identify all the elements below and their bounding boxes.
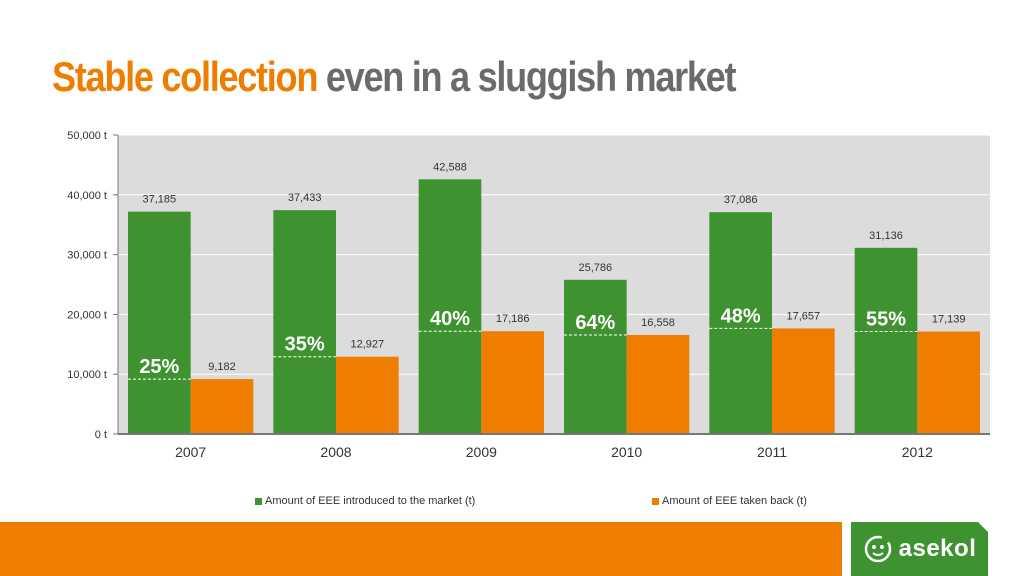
legend-swatch-taken-back	[652, 497, 659, 505]
data-label-taken-back: 17,186	[496, 313, 530, 325]
y-tick-label: 30,000 t	[67, 250, 107, 262]
legend-label-taken-back: Amount of EEE taken back (t)	[662, 495, 807, 507]
data-label-introduced: 25,786	[579, 262, 613, 274]
legend-label-introduced: Amount of EEE introduced to the market (…	[265, 495, 476, 507]
data-label-taken-back: 17,139	[932, 314, 966, 326]
bar-taken-back	[190, 379, 254, 434]
collection-rate-label: 64%	[575, 312, 615, 334]
collection-rate-label: 25%	[139, 356, 179, 378]
bar-taken-back	[626, 334, 690, 434]
bar-introduced	[564, 279, 627, 434]
bar-introduced	[709, 212, 772, 434]
bar-chart: 0 t 10,000 t 20,000 t 30,000 t 40,000 t 50,00…	[67, 130, 990, 460]
title-rest: even in a sluggish market	[325, 53, 737, 100]
legend-item-introduced: Amount of EEE introduced to the market (…	[255, 495, 475, 507]
x-tick-label: 2007	[175, 444, 206, 460]
legend-swatch-introduced	[255, 497, 262, 505]
bar-taken-back	[917, 331, 980, 434]
y-tick-label: 50,000 t	[67, 130, 107, 142]
collection-rate-label: 48%	[721, 305, 761, 327]
x-tick-label: 2008	[320, 444, 351, 460]
footer-bar	[0, 522, 842, 576]
x-tick-label: 2009	[466, 444, 497, 460]
y-tick-label: 0 t	[95, 429, 107, 441]
slide-title: Stable collection even in a sluggish mar…	[52, 50, 737, 104]
y-tick-label: 40,000 t	[67, 190, 107, 202]
smiley-icon	[864, 535, 891, 563]
logo-text: asekol	[898, 535, 977, 562]
data-label-introduced: 37,433	[288, 192, 322, 204]
x-tick-label: 2010	[611, 444, 642, 460]
bar-introduced	[128, 211, 191, 434]
data-label-taken-back: 12,927	[351, 339, 385, 351]
collection-rate-label: 40%	[430, 308, 470, 330]
title-accent: Stable collection	[52, 53, 318, 100]
bar-taken-back	[336, 356, 399, 434]
asekol-logo: asekol	[851, 522, 988, 576]
data-label-introduced: 37,185	[143, 194, 177, 206]
data-label-introduced: 42,588	[433, 161, 467, 173]
x-tick-label: 2011	[757, 444, 787, 460]
bar-introduced	[418, 179, 482, 434]
x-tick-label: 2012	[902, 444, 933, 460]
y-tick-label: 20,000 t	[67, 309, 107, 321]
data-label-taken-back: 9,182	[208, 361, 236, 373]
bar-taken-back	[772, 328, 835, 434]
data-label-taken-back: 17,657	[787, 310, 821, 322]
legend-item-taken-back: Amount of EEE taken back (t)	[652, 495, 807, 507]
bar-taken-back	[481, 331, 544, 434]
chart-legend: Amount of EEE introduced to the market (…	[0, 495, 1024, 511]
bar-introduced	[273, 210, 336, 434]
y-tick-label: 10,000 t	[67, 369, 107, 381]
collection-rate-label: 55%	[866, 309, 906, 331]
bar-introduced	[854, 247, 918, 434]
plot-background	[118, 135, 990, 434]
data-label-introduced: 31,136	[869, 230, 903, 242]
data-label-introduced: 37,086	[724, 194, 758, 206]
data-label-taken-back: 16,558	[641, 317, 675, 329]
collection-rate-label: 35%	[285, 334, 325, 356]
